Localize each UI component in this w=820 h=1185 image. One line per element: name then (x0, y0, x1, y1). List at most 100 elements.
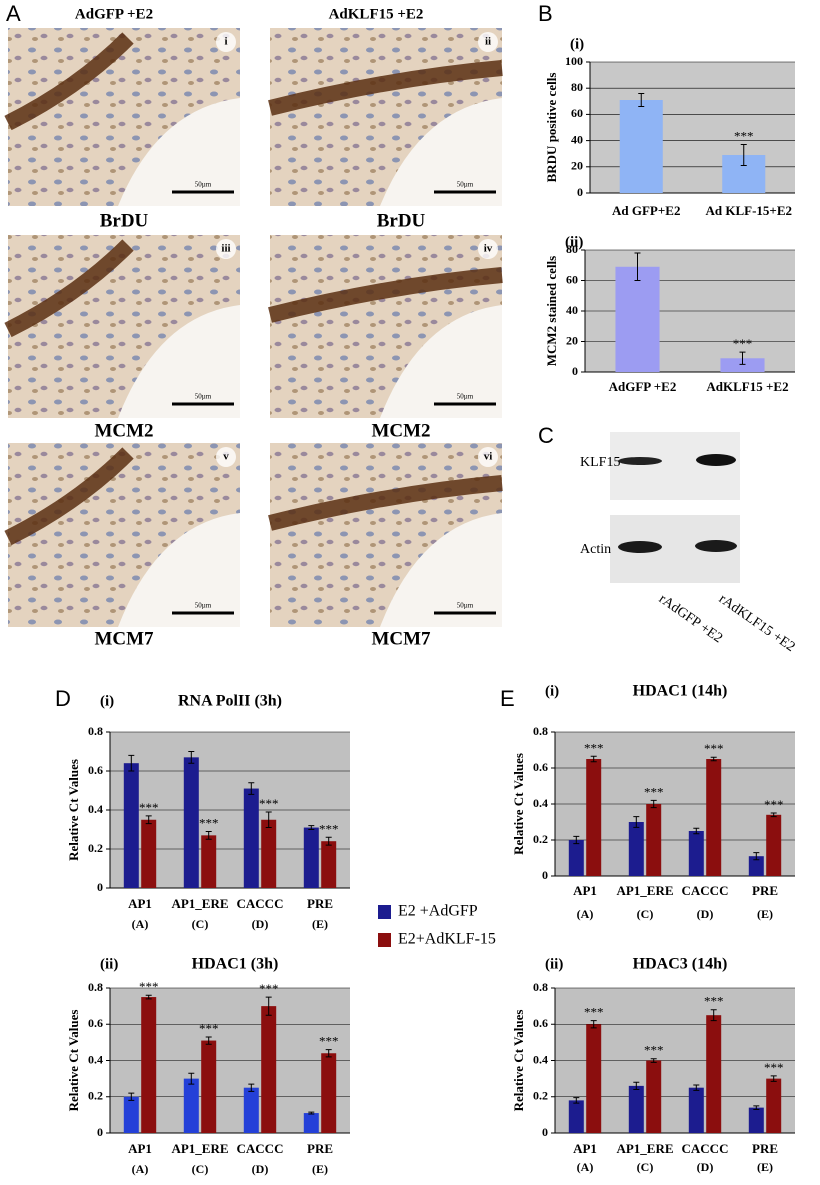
error-bar (650, 1058, 657, 1063)
x-tick-label: Ad GFP+E2 (612, 203, 680, 218)
scale-label: 50µm (195, 393, 212, 401)
legend-label: E2+AdKLF-15 (398, 931, 496, 948)
column-header: AdGFP +E2 (75, 6, 153, 22)
x-tick-code: (C) (637, 907, 654, 921)
y-tick-label: 0 (542, 868, 548, 882)
significance: *** (259, 796, 279, 811)
bar (183, 1078, 199, 1133)
x-tick-code: (E) (312, 1162, 328, 1176)
epithelium (268, 60, 503, 116)
panel-label: (i) (570, 36, 584, 52)
chart: 0 20 40 60 80 100 BRDU positive cells (i) Ad GFP… (544, 36, 795, 218)
x-tick-code: (D) (697, 907, 714, 921)
bar (748, 856, 764, 876)
significance: *** (199, 1021, 219, 1036)
tag-badge (216, 447, 236, 467)
panel-label: (ii) (565, 234, 583, 250)
error-bar (573, 1097, 580, 1104)
bar (261, 1006, 277, 1133)
y-tick-label: 20 (566, 333, 578, 347)
error-bar (265, 996, 272, 1016)
blot-band (618, 541, 662, 553)
image-caption: MCM7 (371, 628, 431, 649)
significance: *** (644, 784, 664, 799)
panel-letter: E (500, 686, 515, 711)
x-tick-label: PRE (307, 896, 333, 911)
error-bar (188, 1072, 195, 1085)
x-tick-label: CACCC (682, 1141, 729, 1156)
x-tick-label: AP1_ERE (616, 1141, 673, 1156)
error-bar (188, 751, 195, 764)
bar (568, 840, 584, 876)
error-bar (770, 812, 777, 818)
y-tick-label: 0.8 (88, 980, 103, 994)
scale-label: 50µm (195, 602, 212, 610)
panel-letter: B (538, 1, 553, 26)
bar (619, 99, 663, 193)
y-tick-label: 0.8 (88, 724, 103, 738)
error-bar (145, 815, 152, 825)
y-tick-label: 0 (97, 1125, 103, 1139)
image-caption: MCM7 (94, 628, 154, 649)
error-bar (325, 1049, 332, 1058)
x-tick-label: AP1_ERE (171, 896, 228, 911)
error-bar (128, 754, 135, 772)
epithelium (268, 267, 503, 323)
y-tick-label: 40 (566, 303, 578, 317)
bar (201, 835, 217, 888)
tag-badge (216, 32, 236, 52)
error-bar (308, 1111, 315, 1115)
significance: *** (199, 815, 219, 830)
image-caption: MCM2 (94, 420, 153, 441)
bar (303, 1113, 319, 1133)
significance: *** (584, 1005, 604, 1020)
bar (586, 1024, 602, 1133)
error-bar (590, 755, 597, 763)
y-tick-label: 60 (571, 106, 583, 120)
error-bar (693, 1084, 700, 1091)
bar (201, 1040, 217, 1133)
y-tick-label: 0.6 (88, 763, 103, 777)
legend-swatch (378, 933, 391, 947)
x-tick-label: AdKLF15 +E2 (706, 379, 788, 394)
y-tick-label: 40 (571, 132, 583, 146)
y-tick-label: 0.2 (533, 832, 548, 846)
x-tick-code: (D) (697, 1160, 714, 1174)
epithelium (4, 447, 134, 546)
y-tick-label: 0.2 (533, 1089, 548, 1103)
bar (123, 763, 139, 888)
x-tick-label: CACCC (237, 896, 284, 911)
x-tick-label: AP1 (573, 1141, 597, 1156)
significance: *** (259, 981, 279, 996)
significance: *** (319, 1034, 339, 1049)
y-axis-label: Relative Ct Values (511, 1010, 526, 1112)
x-tick-label: AP1_ERE (616, 883, 673, 898)
significance: *** (764, 797, 784, 812)
image-tag: ii (485, 36, 491, 48)
scale-label: 50µm (195, 181, 212, 189)
band-label: KLF15 (580, 455, 620, 470)
bar (688, 1087, 704, 1133)
lumen (380, 305, 502, 418)
bar (766, 814, 782, 876)
x-tick-label: AP1 (128, 896, 152, 911)
error-bar (265, 811, 272, 829)
x-tick-label: CACCC (682, 883, 729, 898)
y-tick-label: 60 (566, 272, 578, 286)
bar (706, 1015, 722, 1133)
x-tick-code: (E) (312, 917, 328, 931)
lumen (380, 513, 502, 627)
error-bar (753, 852, 760, 861)
x-tick-code: (D) (252, 1162, 269, 1176)
bar (123, 1096, 139, 1133)
y-tick-label: 0.2 (88, 841, 103, 855)
panel-label: (i) (100, 693, 114, 709)
chart: 0 0.2 0.4 0.6 0.8 Relative Ct Values (i) HDAC1 … (511, 683, 795, 921)
lumen (118, 305, 240, 418)
y-tick-label: 0.2 (88, 1089, 103, 1103)
error-bar (710, 1009, 717, 1022)
significance: *** (139, 979, 159, 994)
y-tick-label: 0 (572, 364, 578, 378)
y-tick-label: 0.4 (88, 1052, 103, 1066)
